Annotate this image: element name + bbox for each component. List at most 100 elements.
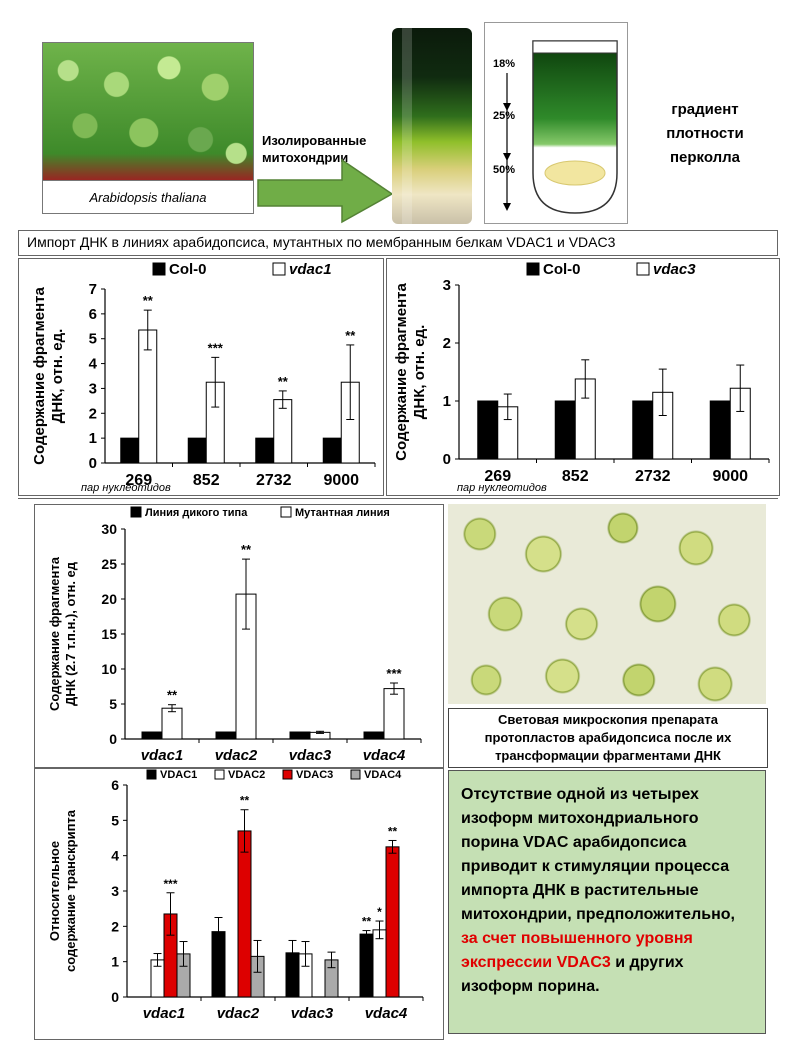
bar-линия-дикого-типа: [289, 731, 311, 740]
chart-dna-import-box: 0 5 10 15 20 25 30 Содержание фрагмента ДНК (2.7…: [34, 504, 444, 768]
legend-swatch: [272, 262, 286, 276]
section-title: Импорт ДНК в линиях арабидопсиса, мутант…: [18, 230, 778, 256]
y-axis-label: Содержание фрагмента: [47, 556, 62, 711]
gradient-tube-drawing: 18% 25% 50%: [493, 40, 618, 214]
y-axis-label: ДНК (2.7 т.п.н.), отн. ед: [63, 561, 78, 706]
y-tick-label: 2: [89, 405, 97, 422]
micro-caption-line-3: трансформации фрагментами ДНК: [495, 748, 721, 763]
y-axis-label: содержание транскрипта: [63, 809, 78, 972]
microscopy-caption: Световая микроскопия препарата протоплас…: [448, 708, 768, 768]
significance-mark: **: [362, 915, 372, 929]
micro-caption-line-2: протопластов арабидопсиса после их: [484, 730, 732, 745]
y-tick-label: 10: [101, 661, 117, 677]
y-tick-label: 2: [443, 335, 451, 352]
legend-label: Линия дикого типа: [145, 507, 248, 519]
y-tick-label: 4: [89, 356, 98, 373]
conclusion-highlight: за счет повышенного уровня экспрессии VD…: [461, 930, 693, 971]
y-axis-label: Содержание фрагмента: [393, 283, 410, 461]
bar-col-0: [477, 400, 499, 460]
significance-mark: **: [388, 824, 398, 838]
legend-swatch: [526, 262, 540, 276]
bar-мутантная-линия: [161, 707, 183, 740]
category-label: 9000: [323, 472, 359, 489]
y-tick-label: 5: [109, 696, 117, 712]
right-arrow-icon: [257, 158, 394, 224]
category-label: vdac3: [289, 747, 332, 764]
bar-vdac1: [359, 933, 374, 998]
legend-label: VDAC1: [160, 769, 197, 781]
gradient-label: градиент плотности перколла: [630, 98, 780, 170]
y-tick-label: 30: [101, 521, 117, 537]
bar-vdac1: [273, 399, 293, 464]
legend-swatch: [280, 506, 292, 518]
significance-mark: **: [167, 688, 178, 703]
significance-mark: ***: [208, 340, 224, 355]
y-tick-label: 3: [443, 277, 451, 294]
y-tick-label: 1: [111, 954, 119, 970]
y-tick-label: 6: [89, 306, 97, 323]
y-tick-label: 15: [101, 626, 117, 642]
y-tick-label: 1: [443, 393, 451, 410]
significance-mark: **: [345, 328, 356, 343]
gradient-step-3: 50%: [493, 164, 515, 176]
legend-label: Мутантная линия: [295, 507, 390, 519]
bar-vdac3: [237, 830, 252, 998]
centrifuge-tube-photo: [392, 28, 472, 224]
y-tick-label: 0: [89, 455, 97, 472]
chart-vdac1: 0 1 2 3 4 5 6 7 Содержание фрагмента ДНК, отн. ед…: [31, 261, 376, 494]
legend-swatch: [130, 506, 142, 518]
category-label: vdac2: [217, 1005, 260, 1022]
category-label: vdac1: [141, 747, 184, 764]
bar-col-0: [632, 400, 654, 460]
conclusion-box: Отсутствие одной из четырех изоформ мито…: [448, 770, 766, 1034]
y-tick-label: 0: [111, 989, 119, 1005]
y-tick-label: 3: [89, 380, 97, 397]
y-tick-label: 2: [111, 918, 119, 934]
x-axis-label: пар нуклеотидов: [81, 482, 171, 494]
legend-swatch: [152, 262, 166, 276]
y-axis-label: Содержание фрагмента: [31, 287, 48, 465]
x-axis-label: пар нуклеотидов: [457, 482, 547, 494]
plant-photo: Arabidopsis thaliana: [42, 42, 254, 214]
y-tick-label: 5: [111, 812, 119, 828]
chart-dna-import: 0 5 10 15 20 25 30 Содержание фрагмента ДНК (2.7…: [47, 506, 422, 764]
chart-transcript-box: 0 1 2 3 4 5 6 Относительное содержание транскрип…: [34, 768, 444, 1040]
y-tick-label: 7: [89, 281, 97, 298]
legend-swatch: [214, 769, 225, 780]
legend-swatch: [146, 769, 157, 780]
gradient-label-line-3: перколла: [669, 149, 741, 166]
bar-col-0: [120, 437, 140, 464]
legend-label: Col-0: [543, 261, 581, 278]
y-axis-label: ДНК, отн. ед.: [411, 325, 428, 420]
legend-label: VDAC3: [296, 769, 333, 781]
gradient-step-2: 25%: [493, 110, 515, 122]
percoll-gradient-diagram: 18% 25% 50%: [484, 22, 628, 224]
microscopy-photo: [448, 504, 766, 704]
y-axis-label: ДНК, отн. ед.: [49, 329, 66, 424]
conclusion-end: и других изоформ порина.: [461, 954, 684, 995]
category-label: vdac2: [215, 747, 258, 764]
legend-swatch: [350, 769, 361, 780]
y-axis-label: Относительное: [47, 841, 62, 941]
y-tick-label: 3: [111, 883, 119, 899]
gradient-label-line-2: плотности: [666, 125, 744, 142]
gradient-step-1: 18%: [493, 58, 515, 70]
bar-мутантная-линия: [383, 688, 405, 740]
y-tick-label: 20: [101, 591, 117, 607]
category-label: 269: [125, 472, 152, 489]
bar-col-0: [187, 437, 207, 464]
significance-mark: **: [143, 293, 154, 308]
category-label: 2732: [635, 468, 671, 485]
significance-mark: ***: [386, 666, 402, 681]
significance-mark: **: [278, 374, 289, 389]
gradient-label-line-1: градиент: [671, 101, 739, 118]
bar-col-0: [554, 400, 576, 460]
legend-label: VDAC4: [364, 769, 402, 781]
legend-label: Col-0: [169, 261, 207, 278]
micro-caption-line-1: Световая микроскопия препарата: [498, 712, 718, 727]
y-tick-label: 5: [89, 331, 97, 348]
arrow-label: Изолированные митохондрии: [262, 132, 392, 166]
bar-col-0: [709, 400, 731, 460]
significance-mark: *: [377, 905, 382, 919]
significance-mark: **: [240, 794, 250, 808]
